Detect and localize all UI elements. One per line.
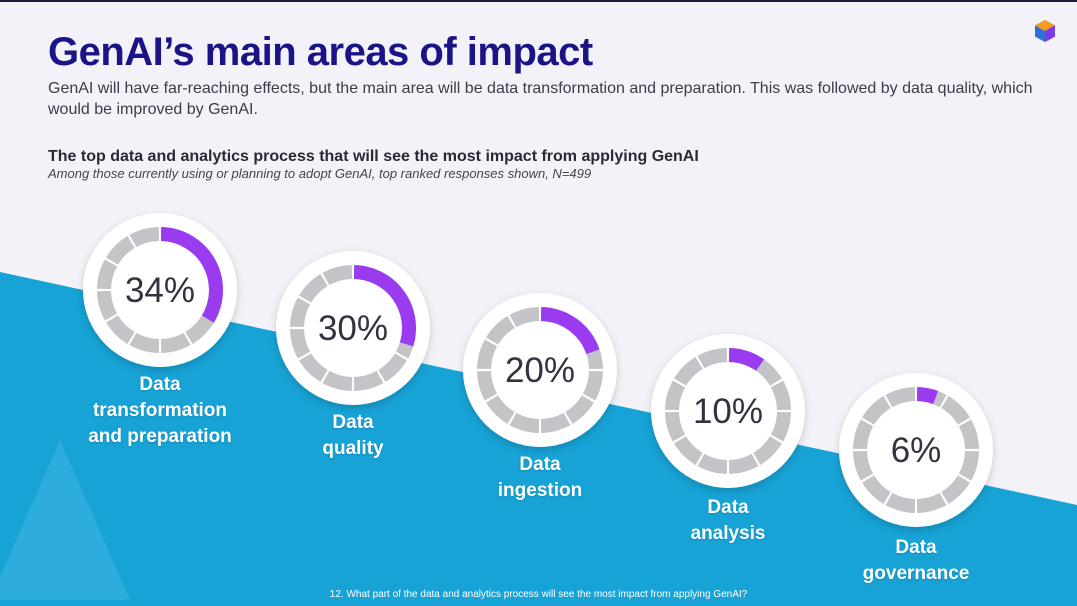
ring-track-segment — [853, 450, 874, 481]
ring-track-segment — [674, 436, 703, 465]
ring-track-segment — [353, 370, 384, 391]
ring-track-segment — [565, 395, 594, 424]
ring-track-segment — [582, 370, 603, 401]
donut-5: 6% — [839, 373, 993, 527]
category-label: Data governance — [816, 535, 1016, 587]
value-arc — [160, 227, 223, 323]
ring-track-segment — [97, 259, 118, 290]
category-label: Data ingestion — [440, 452, 640, 504]
ring-track-segment — [697, 348, 728, 369]
category-label: Data analysis — [628, 495, 828, 547]
value-label: 34% — [125, 271, 195, 310]
page-title: GenAI’s main areas of impact — [48, 30, 593, 74]
ring-track-segment — [665, 380, 686, 411]
ring-track-segment — [97, 290, 118, 321]
ring-track-segment — [160, 332, 191, 353]
ring-track-segment — [322, 370, 353, 391]
category-label-line: and preparation — [88, 426, 232, 447]
category-label-line: Data — [519, 454, 561, 475]
ring-track-segment — [299, 353, 328, 382]
ring-track-segment — [862, 475, 891, 504]
ring-track-segment — [674, 357, 703, 386]
top-rule — [0, 0, 1077, 2]
ring-track-segment — [770, 411, 791, 442]
value-label: 6% — [891, 431, 942, 470]
ring-track-segment — [185, 315, 214, 344]
ring-track-segment — [129, 332, 160, 353]
ring-track-segment — [299, 274, 328, 303]
page-subtitle: GenAI will have far-reaching effects, bu… — [48, 80, 1033, 118]
ring-track-segment — [106, 315, 135, 344]
category-label-line: ingestion — [497, 480, 583, 501]
chart-subtitle: Among those currently using or planning … — [48, 166, 592, 181]
ring-track-segment — [290, 328, 311, 359]
ring-track-segment — [958, 450, 979, 481]
ring-track-segment — [509, 307, 540, 328]
ring-track-segment — [477, 339, 498, 370]
ring-track-segment — [853, 419, 874, 450]
ring-track-segment — [540, 412, 571, 433]
value-arc — [916, 387, 939, 405]
ring-track-segment — [322, 265, 353, 286]
chart-title: The top data and analytics process that … — [48, 148, 699, 165]
ring-track-segment — [770, 380, 791, 411]
ring-track-segment — [958, 419, 979, 450]
value-label: 10% — [693, 392, 763, 431]
category-label: Data transformation and preparation — [60, 372, 260, 450]
brand-logo-icon — [1035, 20, 1055, 42]
ring-track-segment — [753, 436, 782, 465]
donut-3: 20% — [463, 293, 617, 447]
ring-track-segment — [378, 353, 407, 382]
ring-track-segment — [885, 387, 916, 408]
ring-track-segment — [728, 453, 759, 474]
ring-track-segment — [862, 396, 891, 425]
donut-1: 34% — [83, 213, 237, 367]
ring-track-segment — [509, 412, 540, 433]
ring-track-segment — [486, 395, 515, 424]
category-label-line: governance — [862, 563, 970, 584]
donut-4: 10% — [651, 334, 805, 488]
footnote: 12. What part of the data and analytics … — [329, 589, 748, 600]
ring-track-segment — [477, 370, 498, 401]
category-label: Data quality — [253, 410, 453, 462]
category-label-line: Data — [895, 537, 937, 558]
category-label-line: Data — [332, 412, 374, 433]
ring-track-segment — [129, 227, 160, 248]
donut-2: 30% — [276, 251, 430, 405]
ring-track-segment — [941, 475, 970, 504]
ring-track-segment — [697, 453, 728, 474]
ring-track-segment — [106, 236, 135, 265]
category-label-line: Data — [707, 497, 749, 518]
ring-track-segment — [290, 297, 311, 328]
category-label-line: quality — [322, 438, 384, 459]
ring-track-segment — [486, 316, 515, 345]
value-arc — [353, 265, 416, 347]
value-label: 20% — [505, 351, 575, 390]
value-arc — [728, 348, 765, 371]
ring-track-segment — [916, 492, 947, 513]
category-label-line: analysis — [690, 523, 766, 544]
decorative-triangle — [0, 440, 130, 600]
ring-track-segment — [665, 411, 686, 442]
category-label-line: Data — [139, 374, 181, 395]
ring-track-segment — [941, 396, 970, 425]
value-arc — [540, 307, 600, 355]
category-label-line: transformation — [92, 400, 228, 421]
value-label: 30% — [318, 309, 388, 348]
ring-track-segment — [885, 492, 916, 513]
